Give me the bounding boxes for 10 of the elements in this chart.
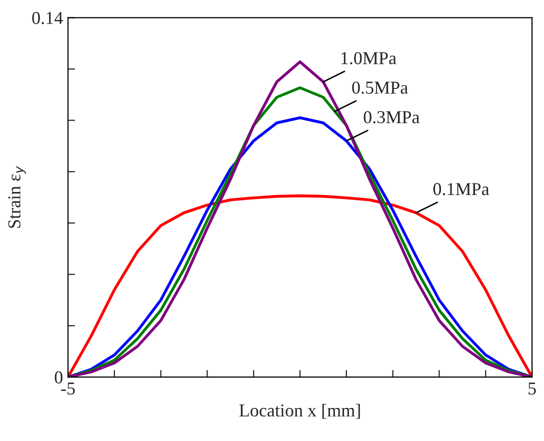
y-tick-label: 0.14 [32, 12, 63, 24]
y-tick-label: 0 [54, 371, 62, 384]
annotation: 0.5MPa [352, 82, 408, 94]
x-axis-title: Location x [mm] [239, 404, 360, 419]
x-tick-label: -5 [61, 382, 75, 395]
y-axis-title: Strain ε$_{y}$ [8, 166, 26, 228]
annotation: 1.0MPa [341, 52, 396, 64]
annotation: 0.1MPa [433, 183, 490, 196]
annotation: 0.3MPa [364, 111, 420, 124]
x-tick-label: 5 [528, 382, 536, 395]
